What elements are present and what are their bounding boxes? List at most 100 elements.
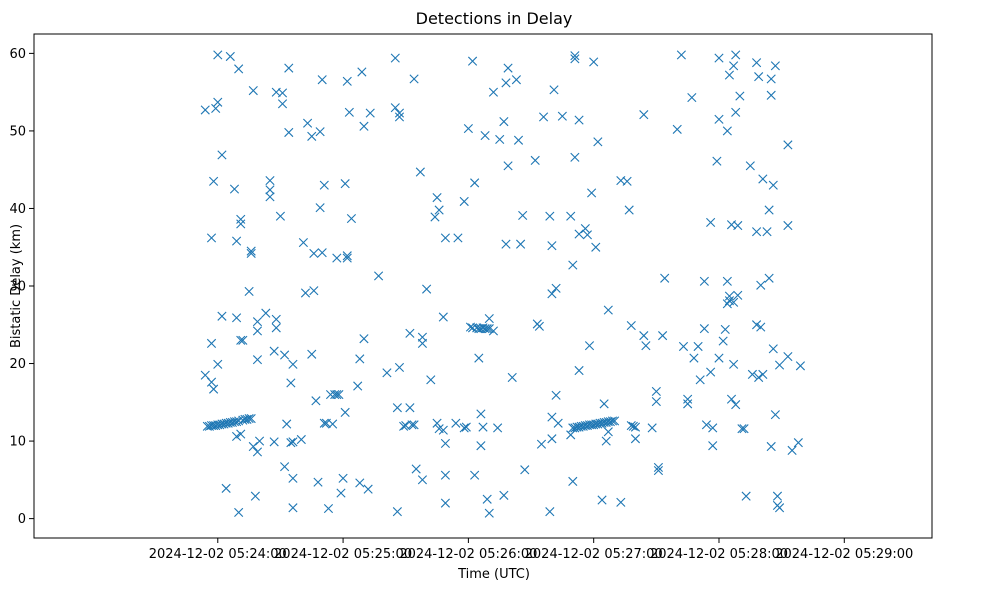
data-point xyxy=(706,217,716,228)
data-point xyxy=(693,341,703,352)
data-point xyxy=(626,320,636,331)
data-point xyxy=(683,394,693,404)
data-point xyxy=(639,331,649,341)
data-point xyxy=(545,507,555,517)
data-point xyxy=(407,420,417,430)
data-point xyxy=(787,445,797,455)
chart-title: Detections in Delay xyxy=(416,9,573,28)
data-point xyxy=(726,394,737,404)
data-point xyxy=(712,156,722,166)
data-points xyxy=(200,50,806,518)
data-point xyxy=(284,63,294,73)
data-point xyxy=(394,112,405,122)
data-point xyxy=(534,321,544,331)
data-point xyxy=(250,491,260,501)
data-point xyxy=(217,150,227,160)
data-point xyxy=(720,324,730,335)
data-point xyxy=(430,212,440,222)
data-point xyxy=(309,248,319,259)
data-point xyxy=(699,324,709,334)
data-point xyxy=(467,56,478,66)
data-point xyxy=(213,50,223,60)
data-point xyxy=(231,417,242,427)
data-point xyxy=(484,313,494,324)
data-point xyxy=(342,76,352,86)
data-point xyxy=(244,286,254,297)
data-point xyxy=(323,503,334,514)
data-point xyxy=(574,229,584,239)
data-point xyxy=(209,384,219,394)
data-point xyxy=(772,491,783,501)
data-point xyxy=(288,473,298,483)
data-point xyxy=(319,180,329,190)
data-point xyxy=(783,140,793,150)
data-point xyxy=(551,283,561,293)
data-point xyxy=(731,107,741,117)
data-point xyxy=(275,211,286,221)
data-point xyxy=(580,224,590,234)
data-point xyxy=(286,378,296,388)
data-point xyxy=(411,464,421,474)
data-point xyxy=(271,314,281,324)
data-point xyxy=(344,107,354,117)
data-point xyxy=(628,421,638,431)
data-point xyxy=(315,127,325,137)
data-point xyxy=(676,50,686,60)
data-point xyxy=(745,161,755,171)
data-point xyxy=(298,237,308,248)
data-point xyxy=(518,210,528,221)
data-point xyxy=(422,284,432,294)
x-tick-label: 2024-12-02 05:29:00 xyxy=(775,547,913,562)
data-point xyxy=(221,483,231,493)
data-point xyxy=(286,438,296,448)
data-point xyxy=(593,137,603,147)
data-point xyxy=(695,375,705,385)
data-point xyxy=(409,420,419,430)
data-point xyxy=(480,130,490,141)
data-point xyxy=(342,253,352,263)
y-tick-label: 30 xyxy=(9,280,26,295)
data-point xyxy=(766,74,776,84)
data-point xyxy=(699,276,709,286)
y-tick-label: 0 xyxy=(18,512,26,527)
data-point xyxy=(624,205,634,215)
data-point xyxy=(495,134,505,145)
data-point xyxy=(735,91,745,101)
data-point xyxy=(440,438,450,448)
data-point xyxy=(597,495,607,505)
data-point xyxy=(252,355,263,365)
data-point xyxy=(229,184,240,194)
data-point xyxy=(589,57,599,67)
data-point xyxy=(609,416,620,426)
data-point xyxy=(766,90,776,100)
data-point xyxy=(601,436,611,446)
data-point xyxy=(357,67,367,77)
data-point xyxy=(764,273,774,283)
data-point xyxy=(718,336,728,346)
data-point xyxy=(574,365,584,376)
data-point xyxy=(252,317,263,327)
data-point xyxy=(338,473,348,483)
data-point xyxy=(499,490,509,500)
data-point xyxy=(252,447,263,457)
data-point xyxy=(756,322,766,332)
data-point xyxy=(265,192,275,202)
data-point xyxy=(476,409,486,419)
data-point xyxy=(766,441,776,452)
data-point xyxy=(280,462,290,472)
data-point xyxy=(254,436,265,446)
data-point xyxy=(651,386,661,397)
data-point xyxy=(269,346,279,356)
data-point xyxy=(309,286,319,296)
data-point xyxy=(570,51,580,61)
data-point xyxy=(488,87,499,97)
data-point xyxy=(409,74,419,84)
data-point xyxy=(317,248,327,258)
data-point xyxy=(549,85,559,95)
data-point xyxy=(234,507,244,518)
data-point xyxy=(217,311,227,321)
data-point xyxy=(501,78,511,88)
data-point xyxy=(200,105,210,115)
data-point xyxy=(641,341,651,351)
